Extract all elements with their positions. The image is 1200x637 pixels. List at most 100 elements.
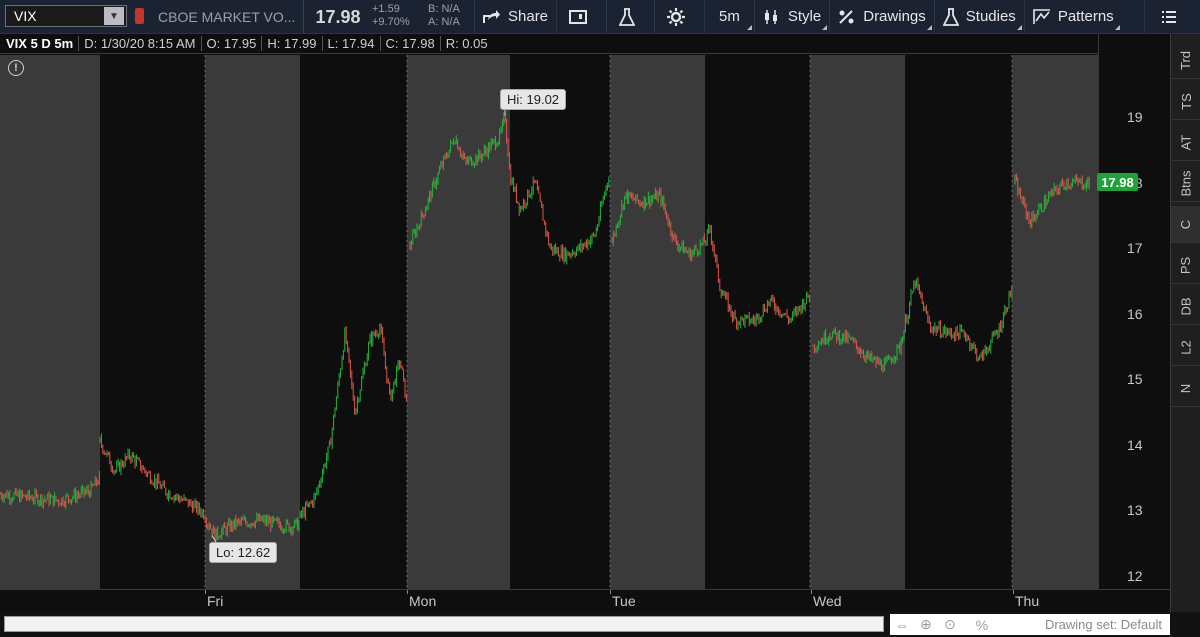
drawing-set-label[interactable]: Drawing set: Default	[1044, 617, 1162, 632]
sidebar-tab-label: AT	[1178, 134, 1194, 150]
settings-button[interactable]	[654, 0, 704, 33]
price-axis[interactable]: 1918171615141312	[1098, 34, 1170, 589]
price-chart[interactable]	[0, 55, 1098, 589]
snapshot-icon	[569, 9, 588, 24]
low-pointer-line	[211, 535, 217, 543]
last-price: 17.98	[315, 7, 361, 27]
drawings-icon	[839, 9, 854, 24]
session-shade	[810, 55, 905, 589]
corner-marker-icon	[926, 25, 932, 30]
day-label: Tue	[612, 593, 636, 609]
bid-value: B: N/A	[428, 3, 460, 15]
ask-value: A: N/A	[428, 16, 460, 28]
corner-marker-icon	[746, 25, 752, 30]
price-tick-label: 12	[1127, 567, 1143, 584]
price-tick-label: 13	[1127, 502, 1143, 519]
dropdown-arrow-icon[interactable]: ▼	[104, 7, 124, 25]
price-tick-label: 15	[1127, 371, 1143, 388]
drawings-button[interactable]: Drawings	[829, 0, 934, 33]
symbol-text[interactable]: VIX	[14, 8, 37, 24]
callout-lines	[211, 110, 506, 543]
session-shading	[0, 55, 1098, 589]
sidebar-tab-label: DB	[1178, 296, 1194, 316]
top-toolbar: VIX ▼ CBOE MARKET VO... 17.98 +1.59 +9.7…	[0, 0, 1200, 34]
time-axis[interactable]: Fri Mon Tue Wed Thu	[0, 589, 1170, 612]
day-tick	[811, 590, 812, 594]
session-shade	[205, 55, 300, 589]
sidebar-tab-trd[interactable]: Trd	[1171, 42, 1200, 79]
session-shade	[610, 55, 705, 589]
day-tick	[205, 590, 206, 594]
day-label: Mon	[409, 593, 437, 609]
share-icon	[483, 9, 500, 23]
corner-marker-icon	[1016, 25, 1022, 30]
drawings-label: Drawings	[863, 8, 926, 25]
day-label: Wed	[813, 593, 842, 609]
link-indicator-icon[interactable]	[135, 8, 144, 24]
bottom-bar: ⇔ ⊕ ⊙ % Drawing set: Default	[0, 612, 1200, 637]
bottom-tools: ⇔ ⊕ ⊙ % Drawing set: Default	[890, 614, 1170, 635]
snapshot-button[interactable]	[556, 0, 606, 33]
flask-button[interactable]	[606, 0, 654, 33]
change-block: +1.59 +9.70%	[368, 0, 424, 33]
net-change: +1.59	[372, 3, 400, 15]
sidebar-tab-n[interactable]: N	[1171, 370, 1200, 407]
style-button[interactable]: Style	[753, 0, 829, 33]
symbol-selector[interactable]: VIX ▼	[5, 5, 127, 27]
flask-icon	[619, 7, 636, 26]
style-label: Style	[787, 8, 822, 25]
toolbar-divider	[303, 0, 304, 33]
price-tick-label: 16	[1127, 305, 1143, 322]
sidebar-tab-ps[interactable]: PS	[1171, 247, 1200, 284]
sidebar-tab-c[interactable]: C	[1171, 206, 1200, 243]
studies-button[interactable]: Studies	[933, 0, 1024, 33]
horizontal-scrollbar[interactable]	[4, 616, 884, 632]
share-button[interactable]: Share	[474, 0, 556, 33]
patterns-label: Patterns	[1057, 8, 1114, 25]
bid-ask-block: B: N/A A: N/A	[424, 0, 474, 33]
pan-left-icon[interactable]: ⇔	[895, 616, 909, 633]
candles-group	[0, 112, 1090, 543]
alert-icon[interactable]: !	[8, 60, 24, 76]
day-label: Fri	[207, 593, 224, 609]
sidebar-tab-l2[interactable]: L2	[1171, 329, 1200, 366]
day-separators	[204, 55, 1013, 589]
bar-open: O: 17.95	[200, 36, 256, 51]
bar-high: H: 17.99	[261, 36, 317, 51]
day-tick	[610, 590, 611, 594]
bar-range: R: 0.05	[439, 36, 488, 51]
drawing-tool-icon[interactable]: %	[975, 616, 989, 633]
price-tick-label: 19	[1127, 109, 1143, 125]
corner-marker-icon	[1114, 25, 1120, 30]
bar-date: D: 1/30/20 8:15 AM	[78, 36, 196, 51]
sidebar-tab-label: C	[1178, 219, 1194, 229]
aggregation-label: 5m	[719, 8, 740, 25]
sidebar-tab-ts[interactable]: TS	[1171, 83, 1200, 120]
last-price-badge: 17.98	[1097, 173, 1138, 191]
sidebar-tab-db[interactable]: DB	[1171, 288, 1200, 325]
price-tick-label: 14	[1127, 436, 1143, 453]
sidebar-tab-btns[interactable]: Btns	[1171, 165, 1200, 202]
studies-label: Studies	[965, 8, 1016, 25]
share-label: Share	[508, 8, 549, 25]
menu-button[interactable]	[1144, 0, 1200, 33]
corner-block	[1170, 612, 1200, 637]
aggregation-button[interactable]: 5m	[704, 0, 754, 33]
bar-low: L: 17.94	[321, 36, 375, 51]
session-shade	[0, 55, 100, 589]
day-tick	[1013, 590, 1014, 594]
high-callout: Hi: 19.02	[500, 89, 567, 110]
day-label: Thu	[1015, 593, 1040, 609]
sidebar-tab-label: L2	[1178, 339, 1194, 355]
zoom-icon[interactable]: ⊙	[944, 616, 956, 632]
sidebar-tab-at[interactable]: AT	[1171, 124, 1200, 161]
chart-symbol-period[interactable]: VIX 5 D 5m	[6, 36, 74, 51]
gear-icon	[667, 7, 686, 26]
patterns-button[interactable]: Patterns	[1023, 0, 1122, 33]
chart-header: VIX 5 D 5m D: 1/30/20 8:15 AM O: 17.95 H…	[0, 34, 1098, 54]
patterns-icon	[1033, 8, 1050, 24]
studies-flask-icon	[942, 7, 959, 26]
day-tick	[407, 590, 408, 594]
crosshair-icon[interactable]: ⊕	[920, 616, 932, 632]
sidebar-tab-label: Trd	[1178, 50, 1194, 70]
